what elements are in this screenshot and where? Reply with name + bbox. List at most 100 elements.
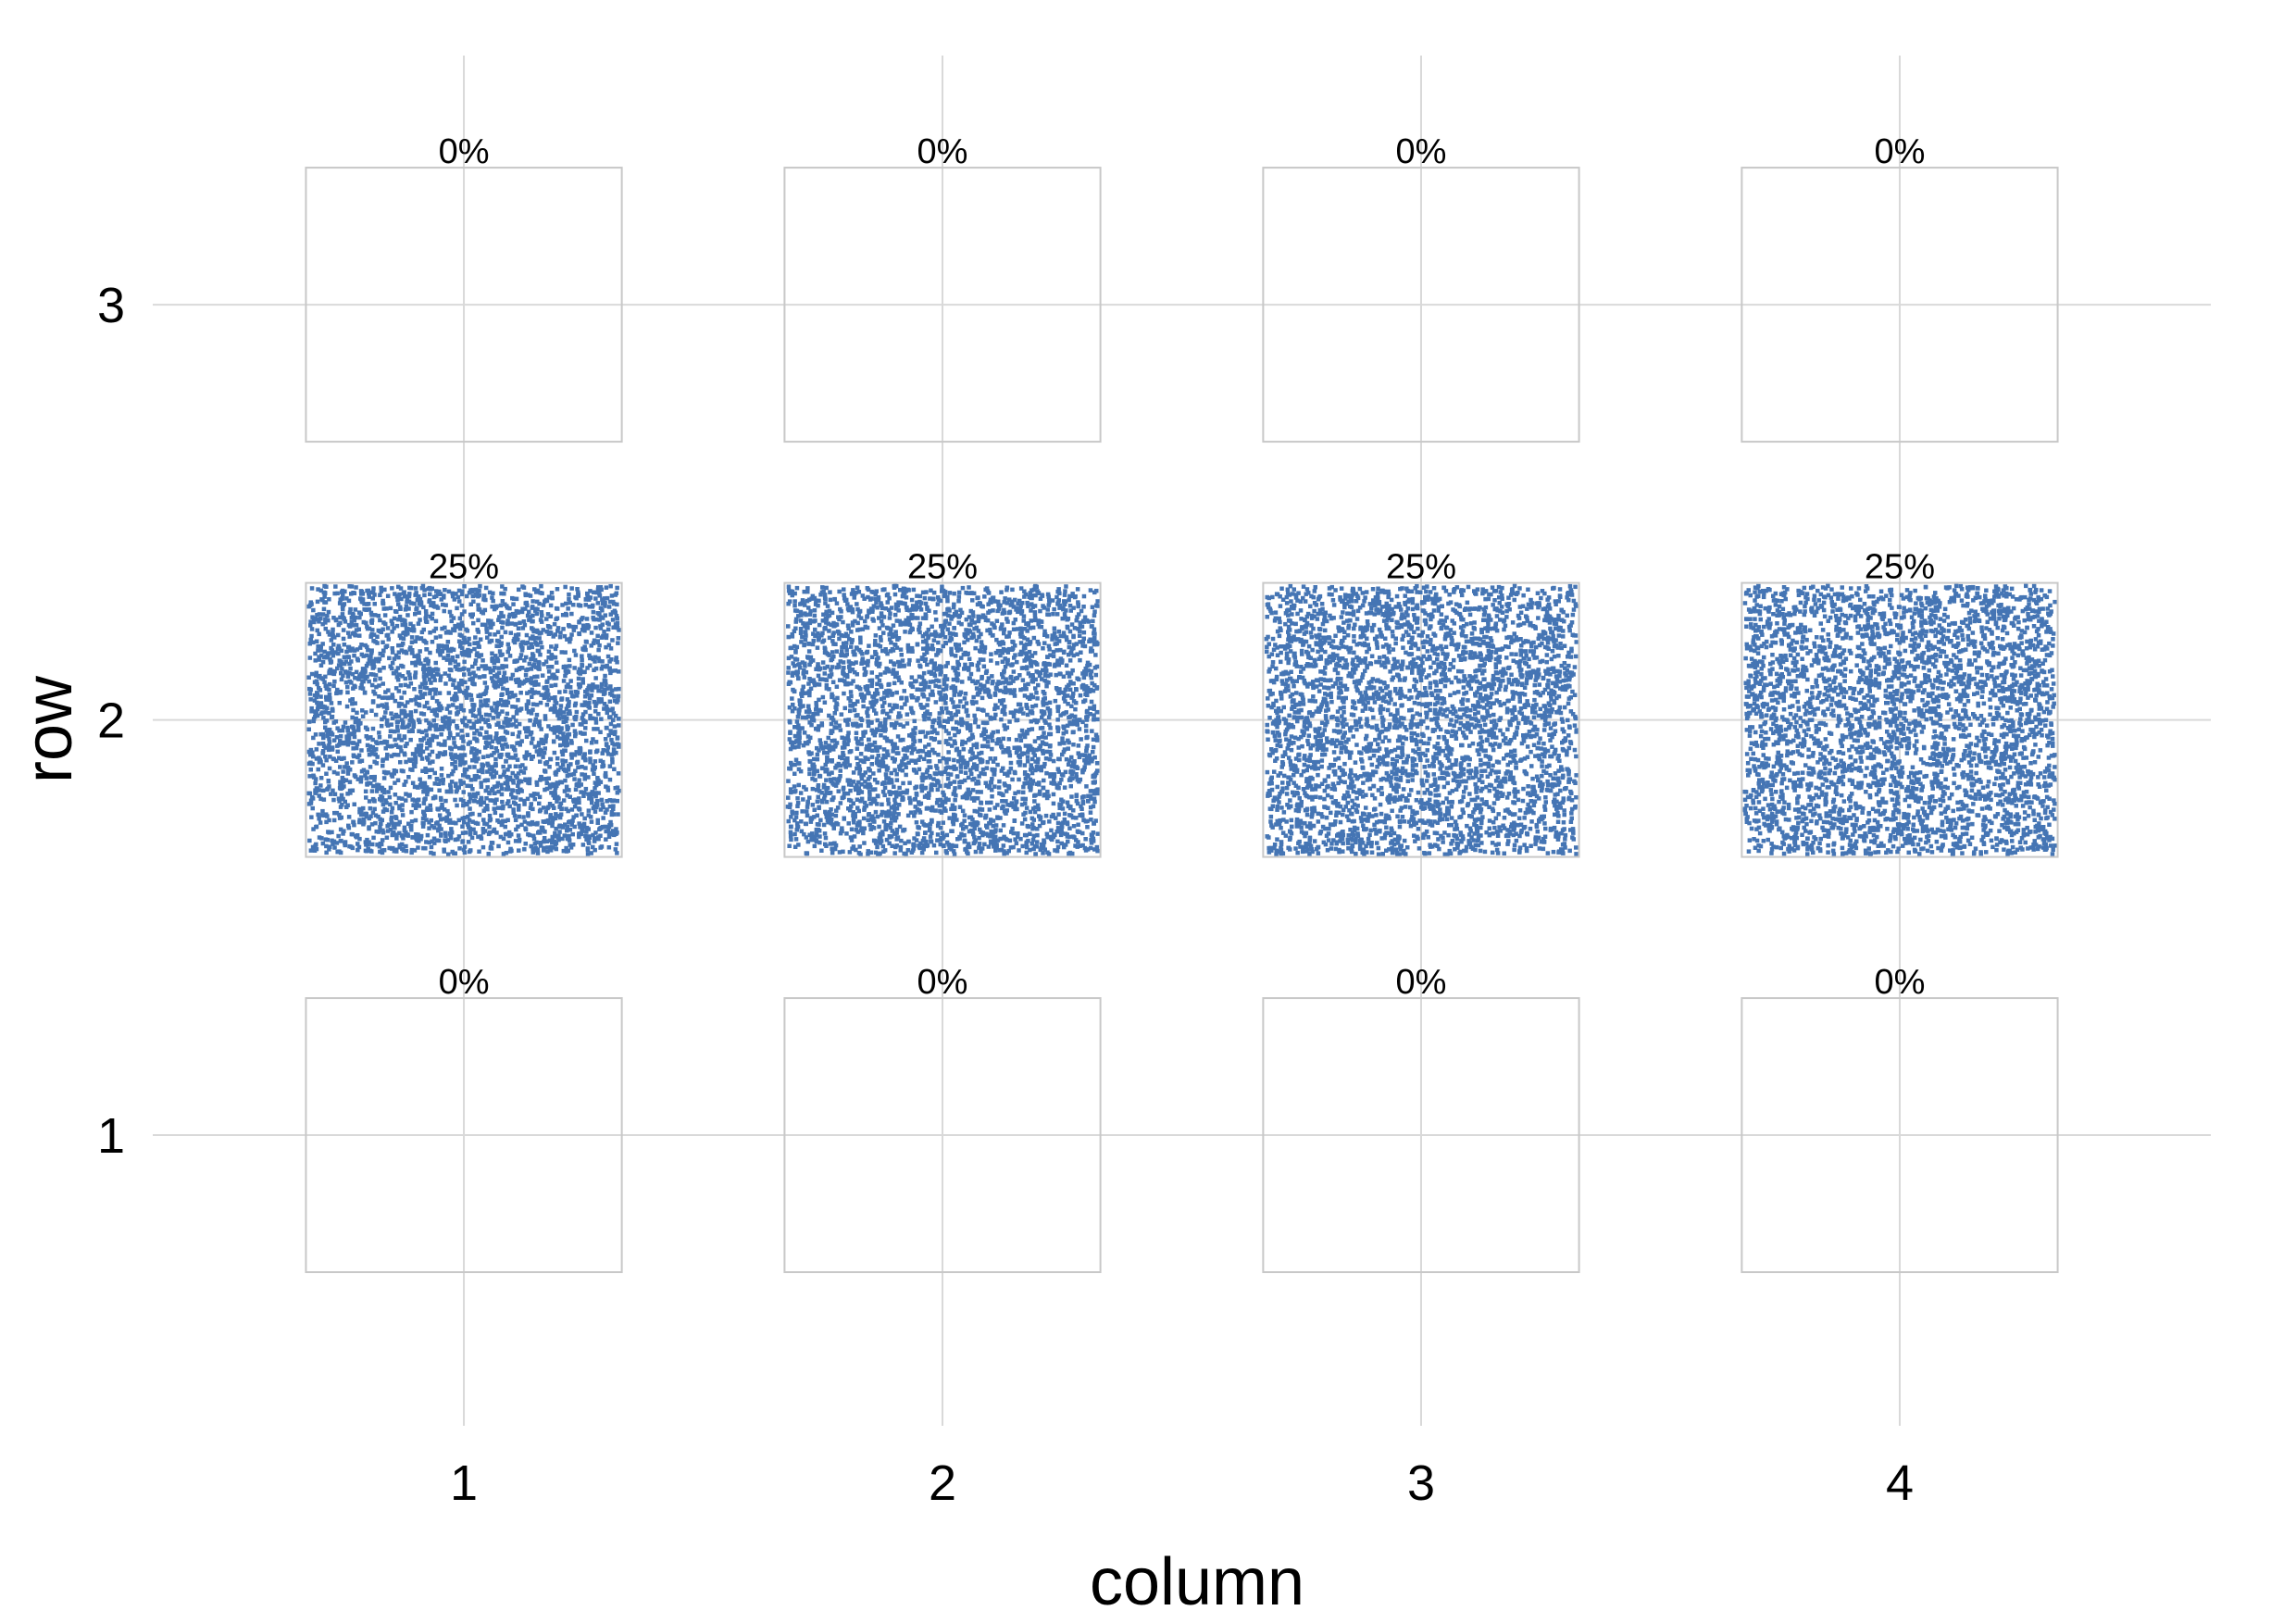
cell-dot	[468, 719, 472, 724]
cell-dot	[543, 714, 548, 718]
cell-dot	[428, 630, 432, 635]
cell-dot	[331, 671, 335, 676]
cell-dot	[530, 802, 534, 806]
cell-dot	[517, 588, 521, 593]
cell-dot	[617, 771, 621, 776]
cell-dot	[407, 793, 412, 797]
cell-dot	[486, 763, 491, 768]
cell-dot	[468, 741, 472, 745]
cell-dot	[317, 742, 321, 746]
cell-dot	[479, 699, 483, 704]
cell-dot	[422, 664, 427, 668]
cell-dot	[446, 640, 451, 644]
cell-dot	[328, 698, 332, 703]
cell-dot	[429, 587, 433, 592]
cell-dot	[373, 692, 378, 696]
cell-dot	[948, 737, 953, 742]
cell-dot	[517, 848, 521, 853]
cell-dot	[807, 772, 812, 777]
cell-dot	[580, 782, 584, 787]
cell-dot	[381, 602, 386, 606]
cell-dot	[435, 806, 440, 811]
cell-dot	[551, 820, 555, 825]
cell-dot	[789, 761, 793, 766]
cell-dot	[370, 843, 375, 847]
cell-dot	[407, 673, 412, 678]
cell-dot	[979, 790, 983, 794]
cell-dot	[546, 665, 551, 669]
cell-dot	[550, 841, 555, 845]
cell-dot	[974, 850, 979, 855]
cell-dot	[468, 672, 472, 677]
cell-dot	[913, 719, 917, 724]
cell-dot	[443, 799, 448, 804]
cell-dot	[902, 602, 906, 606]
cell-dot	[510, 621, 515, 626]
cell-dot	[572, 716, 577, 720]
cell-dot	[348, 780, 353, 784]
cell-dot	[368, 806, 373, 811]
cell-dot	[569, 741, 574, 745]
cell-dot	[562, 679, 567, 683]
cell-dot	[409, 710, 414, 715]
cell-dot	[417, 839, 421, 843]
cell-dot	[583, 626, 588, 630]
cell-dot	[343, 619, 348, 624]
cell-dot	[610, 742, 615, 746]
cell-dot	[540, 826, 544, 830]
cell-dot	[508, 755, 513, 760]
cell-dot	[543, 739, 548, 743]
cell-dot	[442, 593, 446, 598]
cell-dot	[380, 718, 384, 722]
cell-dot	[407, 757, 412, 762]
cell-dot	[1055, 718, 1060, 722]
cell-dot	[555, 606, 559, 611]
cell-dot	[568, 712, 572, 717]
cell-dot	[594, 720, 599, 725]
cell-dot	[311, 755, 316, 759]
cell-dot	[491, 679, 495, 683]
cell-dot	[455, 788, 460, 793]
cell-dot	[573, 729, 578, 733]
cell-dot	[570, 807, 575, 812]
cell-dot	[468, 830, 473, 834]
cell-dot	[373, 602, 378, 606]
cell-dot	[432, 688, 437, 693]
cell-dot	[477, 718, 481, 723]
cell-dot	[351, 732, 356, 737]
cell-dot	[426, 833, 430, 838]
cell-dot	[978, 842, 982, 846]
cell-dot	[917, 606, 922, 610]
cell-dot	[583, 756, 588, 761]
cell-dot	[530, 619, 534, 624]
cell-dot	[410, 635, 415, 640]
cell-dot	[581, 843, 586, 847]
cell-dot	[380, 798, 384, 803]
cell-dot	[397, 672, 402, 677]
cell-dot	[786, 602, 791, 606]
cell-dot	[321, 716, 326, 720]
cell-dot	[383, 622, 388, 627]
cell-dot	[504, 657, 508, 662]
cell-dot	[319, 776, 324, 780]
cell-dot	[534, 680, 539, 684]
cell-dot	[370, 789, 375, 793]
cell-dot	[593, 684, 598, 689]
cell-dot	[836, 822, 841, 827]
cell-dot	[533, 608, 538, 613]
cell-dot	[516, 757, 520, 762]
cell-dot	[480, 726, 484, 730]
cell-dot	[473, 778, 477, 782]
cell-dot	[543, 830, 547, 834]
cell-dot	[334, 719, 339, 724]
cell-dot	[342, 616, 346, 620]
cell-dot	[601, 616, 605, 620]
cell-dot	[880, 623, 885, 628]
cell-dot	[407, 723, 412, 728]
cell-dot	[1083, 837, 1088, 842]
cell-dot	[325, 814, 330, 818]
cell-dot	[585, 617, 590, 621]
cell-dot	[486, 723, 491, 728]
cell-dot	[899, 647, 904, 652]
cell-dot	[791, 661, 795, 666]
